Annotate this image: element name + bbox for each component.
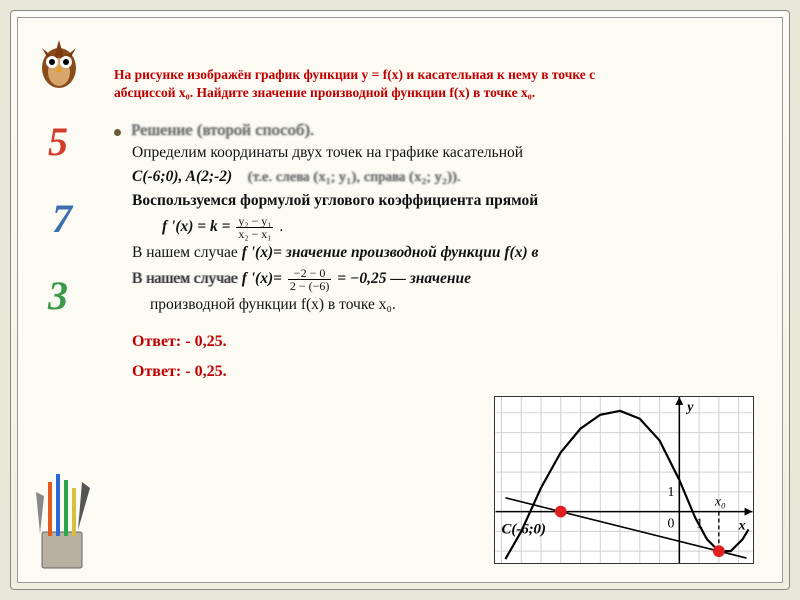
step-1: Определим координаты двух точек на графи… (132, 143, 754, 164)
svg-text:1: 1 (667, 484, 674, 499)
owl-icon (34, 34, 84, 94)
step-formula-text: Воспользуемся формулой углового коэффици… (132, 191, 754, 212)
sidebar-digits: 5 7 3 (30, 118, 86, 319)
step-points: C(-6;0), A(2;-2) (т.е. слева (x₁; y₁), с… (132, 167, 754, 188)
svg-text:0: 0 (667, 515, 674, 530)
svg-text:1: 1 (696, 515, 703, 530)
points-note: (т.е. слева (x₁; y₁), справа (x₂; y₂)). (248, 170, 461, 185)
formula-fraction-2: −2 − 0 2 − (−6) (288, 267, 332, 292)
problem-title: На рисунке изображён график функции y = … (114, 66, 754, 102)
title-line1: На рисунке изображён график функции y = … (114, 66, 754, 84)
svg-text:A(2;-2): A(2;-2) (704, 563, 749, 564)
digit-5: 5 (48, 118, 68, 165)
svg-text:y: y (685, 399, 694, 414)
digit-3: 3 (48, 272, 68, 319)
answer-1: Ответ: - 0,25. (132, 333, 754, 351)
overlap-line-3: производной функции f(x) в точке x₀. (150, 295, 754, 316)
points-cA: C(-6;0), A(2;-2) (132, 168, 232, 185)
formula-row: f '(x) = k = y₂ − y₁ x₂ − x₁ . (162, 215, 754, 240)
main-content: На рисунке изображён график функции y = … (114, 66, 754, 558)
overlap-line-1: В нашем случае f '(x)= значение производ… (132, 243, 754, 264)
svg-text:x: x (738, 517, 746, 532)
bullet-icon (114, 129, 121, 136)
graph-plot: C(-6;0) A(2;-2) 1 1 0 y x x₀ (494, 396, 754, 564)
formula-fraction: y₂ − y₁ x₂ − x₁ (236, 215, 273, 240)
title-line2: абсциссой x₀. Найдите значение производн… (114, 84, 754, 102)
overlap-line-2: В нашем случае f '(x)= −2 − 0 2 − (−6) =… (132, 267, 754, 292)
answer-2: Ответ: - 0,25. (132, 363, 754, 381)
solution-heading: Решение (второй способ). (131, 122, 314, 140)
svg-text:x₀: x₀ (714, 494, 726, 509)
svg-text:C(-6;0): C(-6;0) (501, 521, 545, 537)
formula-lead: f '(x) = k = (162, 218, 230, 235)
stationery-icon (26, 462, 96, 572)
digit-7: 7 (52, 195, 72, 242)
